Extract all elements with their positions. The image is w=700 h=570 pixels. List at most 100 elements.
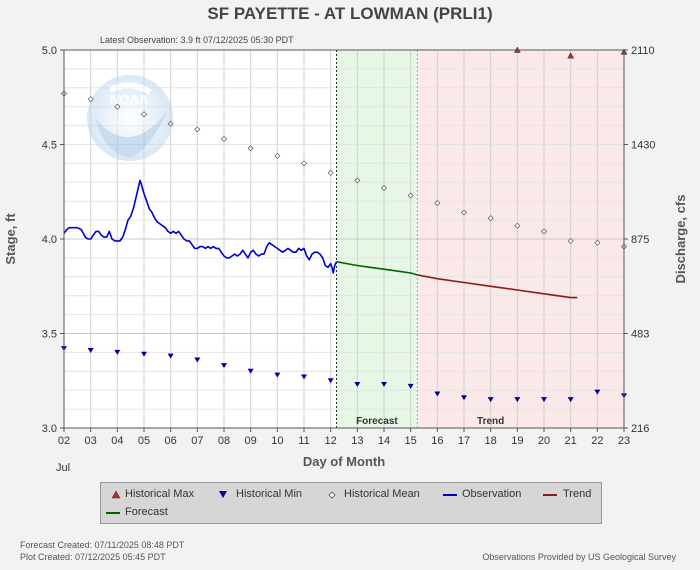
x-tick-label: 21	[565, 435, 577, 447]
historical-mean-point	[487, 215, 494, 222]
forecast-created-text: Forecast Created: 07/11/2025 08:48 PDT	[20, 540, 185, 550]
legend: Historical Max Historical Min Historical…	[100, 482, 602, 524]
historical-min-point	[541, 397, 547, 403]
x-tick-label: 11	[298, 435, 309, 447]
x-tick-label: 18	[485, 435, 497, 447]
historical-min-point	[247, 368, 254, 374]
historical-mean-point	[594, 239, 601, 246]
latest-observation-text: Latest Observation: 3.9 ft 07/12/2025 05…	[100, 35, 294, 45]
historical-min-point	[301, 374, 307, 380]
y-tick-label: 5.0	[42, 45, 57, 57]
historical-mean-point	[540, 228, 548, 235]
historical-mean-point	[274, 152, 281, 159]
x-tick-label: 23	[618, 435, 630, 447]
x-tick-label: 16	[431, 435, 443, 447]
historical-min-point	[274, 372, 281, 378]
legend-mean-symbol	[328, 491, 336, 499]
x-tick-label: 04	[111, 435, 123, 447]
historical-mean-point	[327, 169, 334, 176]
chart-title: SF PAYETTE - AT LOWMAN (PRLI1)	[207, 4, 493, 23]
noaa-logo: NOAA	[87, 75, 173, 161]
historical-mean-point	[300, 160, 308, 167]
legend-historical-mean: Historical Mean	[344, 488, 420, 500]
historical-min-point	[514, 397, 521, 403]
legend-max-symbol	[111, 490, 121, 499]
historical-mean-point	[407, 192, 414, 199]
x-tick-label: 15	[405, 435, 417, 447]
x-tick-label: 06	[165, 435, 177, 447]
x-tick-label: 07	[191, 435, 203, 447]
historical-mean-point	[167, 120, 174, 127]
trend-line	[417, 274, 578, 299]
svg-text:NOAA: NOAA	[110, 92, 149, 107]
x-tick-label: 08	[218, 435, 230, 447]
x-tick-label: 19	[511, 435, 523, 447]
y-tick-label: 3.5	[42, 329, 57, 341]
historical-min-point	[327, 378, 334, 384]
y-tick-label: 4.0	[42, 234, 57, 246]
data-provider-text: Observations Provided by US Geological S…	[482, 552, 676, 562]
historical-min-point	[567, 397, 574, 403]
historical-mean-point	[140, 111, 148, 118]
historical-max-point	[567, 52, 575, 59]
historical-min-point	[407, 383, 414, 389]
historical-min-point	[381, 382, 387, 388]
historical-mean-point	[460, 209, 468, 216]
historical-mean-point	[114, 103, 121, 110]
legend-forecast: Forecast	[125, 506, 168, 518]
historical-mean-point	[380, 184, 388, 192]
x-tick-label: 09	[245, 435, 257, 447]
historical-min-point	[114, 349, 121, 355]
y2-tick-label: 2110	[631, 45, 655, 57]
historical-min-point	[461, 395, 467, 401]
x-tick-label: 14	[378, 435, 390, 447]
region-boundaries	[336, 50, 418, 428]
x-tick-label: 03	[85, 435, 97, 447]
x-tick-label: 20	[538, 435, 550, 447]
historical-mean-point	[567, 237, 574, 244]
historical-mean-point	[434, 200, 441, 207]
forecast-region-label: Forecast	[356, 416, 398, 427]
y-axis-label: Stage, ft	[3, 213, 18, 265]
y2-tick-label: 483	[631, 329, 649, 341]
x-tick-label: 12	[325, 435, 337, 447]
x-tick-label: 22	[591, 435, 603, 447]
trend-region-label: Trend	[477, 416, 504, 427]
legend-min-symbol	[219, 491, 227, 498]
observation-line	[63, 179, 338, 274]
historical-min-point	[354, 382, 361, 388]
legend-historical-max: Historical Max	[125, 488, 195, 500]
plot-created-text: Plot Created: 07/12/2025 05:45 PDT	[20, 552, 166, 562]
x-tick-label: 17	[458, 435, 470, 447]
legend-trend: Trend	[563, 488, 592, 500]
legend-historical-min: Historical Min	[236, 488, 303, 500]
y2-tick-label: 1430	[631, 140, 655, 152]
historical-mean-point	[87, 96, 94, 103]
y-tick-label: 4.5	[42, 140, 57, 152]
historical-mean-point	[220, 135, 228, 142]
historical-min-point	[194, 357, 201, 363]
historical-min-point	[487, 397, 494, 403]
historical-min-point	[167, 353, 174, 359]
legend-symbols	[106, 490, 557, 514]
historical-mean-point	[194, 126, 201, 133]
x-tick-label: 02	[58, 435, 70, 447]
y2-tick-label: 216	[631, 423, 649, 435]
y2-tick-label: 875	[631, 234, 649, 246]
historical-min-point	[87, 348, 94, 354]
hydrograph-chart: NOAA 02 03 04 05 06 07 08 09 10 11 12 13 14 15 16 17 18 1…	[3, 45, 688, 474]
historical-min-point	[221, 363, 227, 369]
historical-mean-point	[514, 222, 521, 229]
x-tick-label: 05	[138, 435, 150, 447]
x-tick-label: 13	[351, 435, 363, 447]
x-axis-label: Day of Month	[303, 454, 385, 469]
x-tick-label: 10	[271, 435, 283, 447]
historical-mean-point	[247, 145, 254, 152]
historical-min-point	[434, 391, 441, 397]
y-tick-label: 3.0	[42, 423, 57, 435]
legend-observation: Observation	[462, 488, 522, 500]
historical-mean-point	[354, 177, 361, 184]
y2-axis-label: Discharge, cfs	[673, 195, 688, 284]
historical-min-point	[594, 389, 601, 395]
forecast-line	[336, 260, 418, 276]
